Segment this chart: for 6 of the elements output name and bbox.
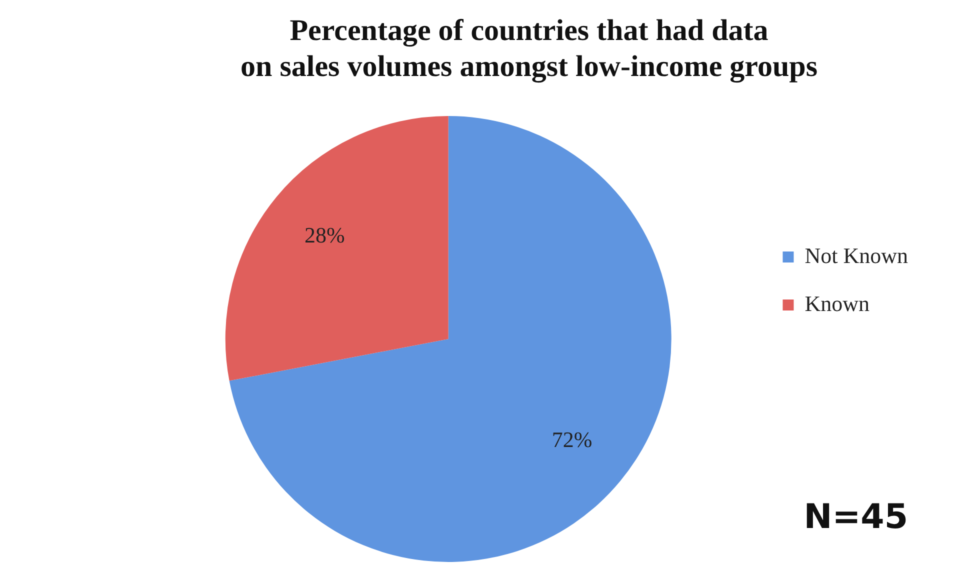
chart-title: Percentage of countries that had data on sales volumes amongst low-income groups xyxy=(240,14,818,83)
legend-label: Not Known xyxy=(804,242,908,268)
data-label: 28% xyxy=(304,222,345,248)
legend-label: Known xyxy=(804,290,870,316)
text: N=45 xyxy=(804,497,908,537)
data-label: 72% xyxy=(552,427,592,452)
